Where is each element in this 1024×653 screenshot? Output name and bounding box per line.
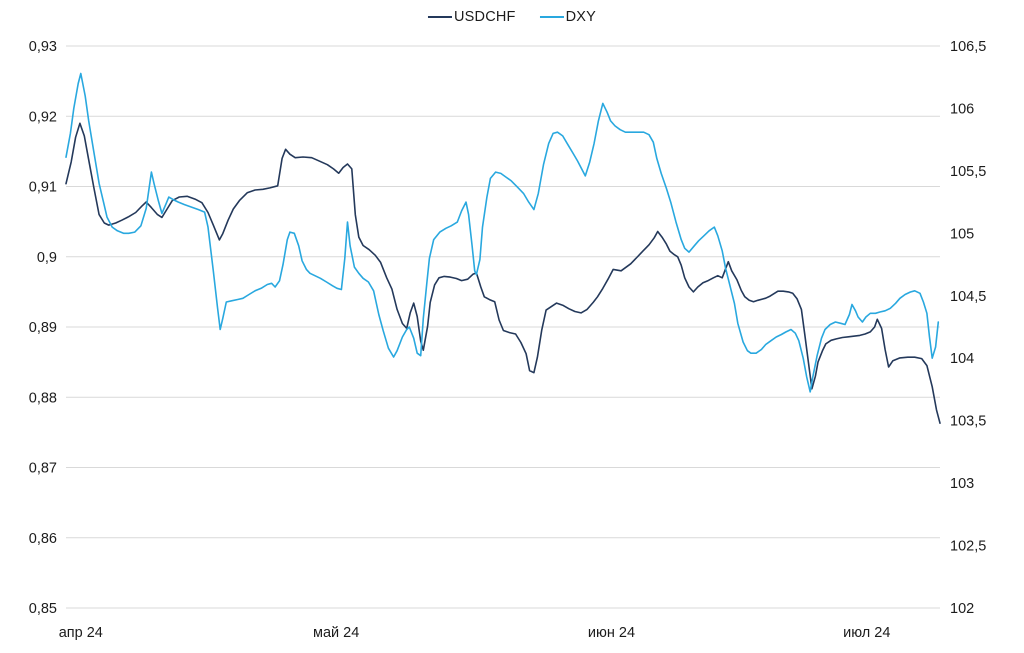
x-axis-tick-label: апр 24 bbox=[59, 625, 103, 641]
y-axis-right-tick-label: 104 bbox=[950, 351, 974, 367]
y-axis-left-tick-label: 0,9 bbox=[37, 250, 57, 266]
legend-label-usdchf: USDCHF bbox=[453, 9, 516, 25]
y-axis-right-tick-label: 106,5 bbox=[950, 39, 986, 55]
y-axis-right-tick-label: 102 bbox=[950, 601, 974, 617]
y-axis-left-tick-label: 0,91 bbox=[29, 180, 57, 196]
legend-item-dxy: DXY bbox=[539, 9, 597, 25]
y-axis-right-tick-label: 103 bbox=[950, 476, 974, 492]
legend-label-dxy: DXY bbox=[565, 9, 597, 25]
y-axis-right-tick-label: 105 bbox=[950, 226, 974, 242]
y-axis-left-tick-label: 0,86 bbox=[29, 531, 57, 547]
y-axis-right-tick-label: 103,5 bbox=[950, 414, 986, 430]
legend-item-usdchf: USDCHF bbox=[427, 9, 516, 25]
chart-legend: USDCHF DXY bbox=[427, 9, 597, 25]
y-axis-right-tick-label: 102,5 bbox=[950, 539, 986, 555]
y-axis-left-tick-label: 0,85 bbox=[29, 601, 57, 617]
y-axis-left-tick-label: 0,88 bbox=[29, 390, 57, 406]
series-line-dxy bbox=[65, 72, 940, 393]
y-axis-right-tick-label: 105,5 bbox=[950, 164, 986, 180]
y-axis-left-tick-label: 0,87 bbox=[29, 461, 57, 477]
dxy-line-swatch-icon bbox=[539, 16, 564, 18]
x-axis-tick-label: май 24 bbox=[313, 625, 359, 641]
y-axis-left-tick-label: 0,92 bbox=[29, 109, 57, 125]
series-line-usdchf bbox=[65, 122, 941, 424]
y-axis-left-tick-label: 0,89 bbox=[29, 320, 57, 336]
x-axis-tick-label: июн 24 bbox=[588, 625, 635, 641]
y-axis-right-tick-label: 104,5 bbox=[950, 289, 986, 305]
usdchf-line-swatch-icon bbox=[427, 16, 452, 18]
y-axis-left-tick-label: 0,93 bbox=[29, 39, 57, 55]
x-axis-tick-label: июл 24 bbox=[843, 625, 890, 641]
y-axis-right-tick-label: 106 bbox=[950, 101, 974, 117]
